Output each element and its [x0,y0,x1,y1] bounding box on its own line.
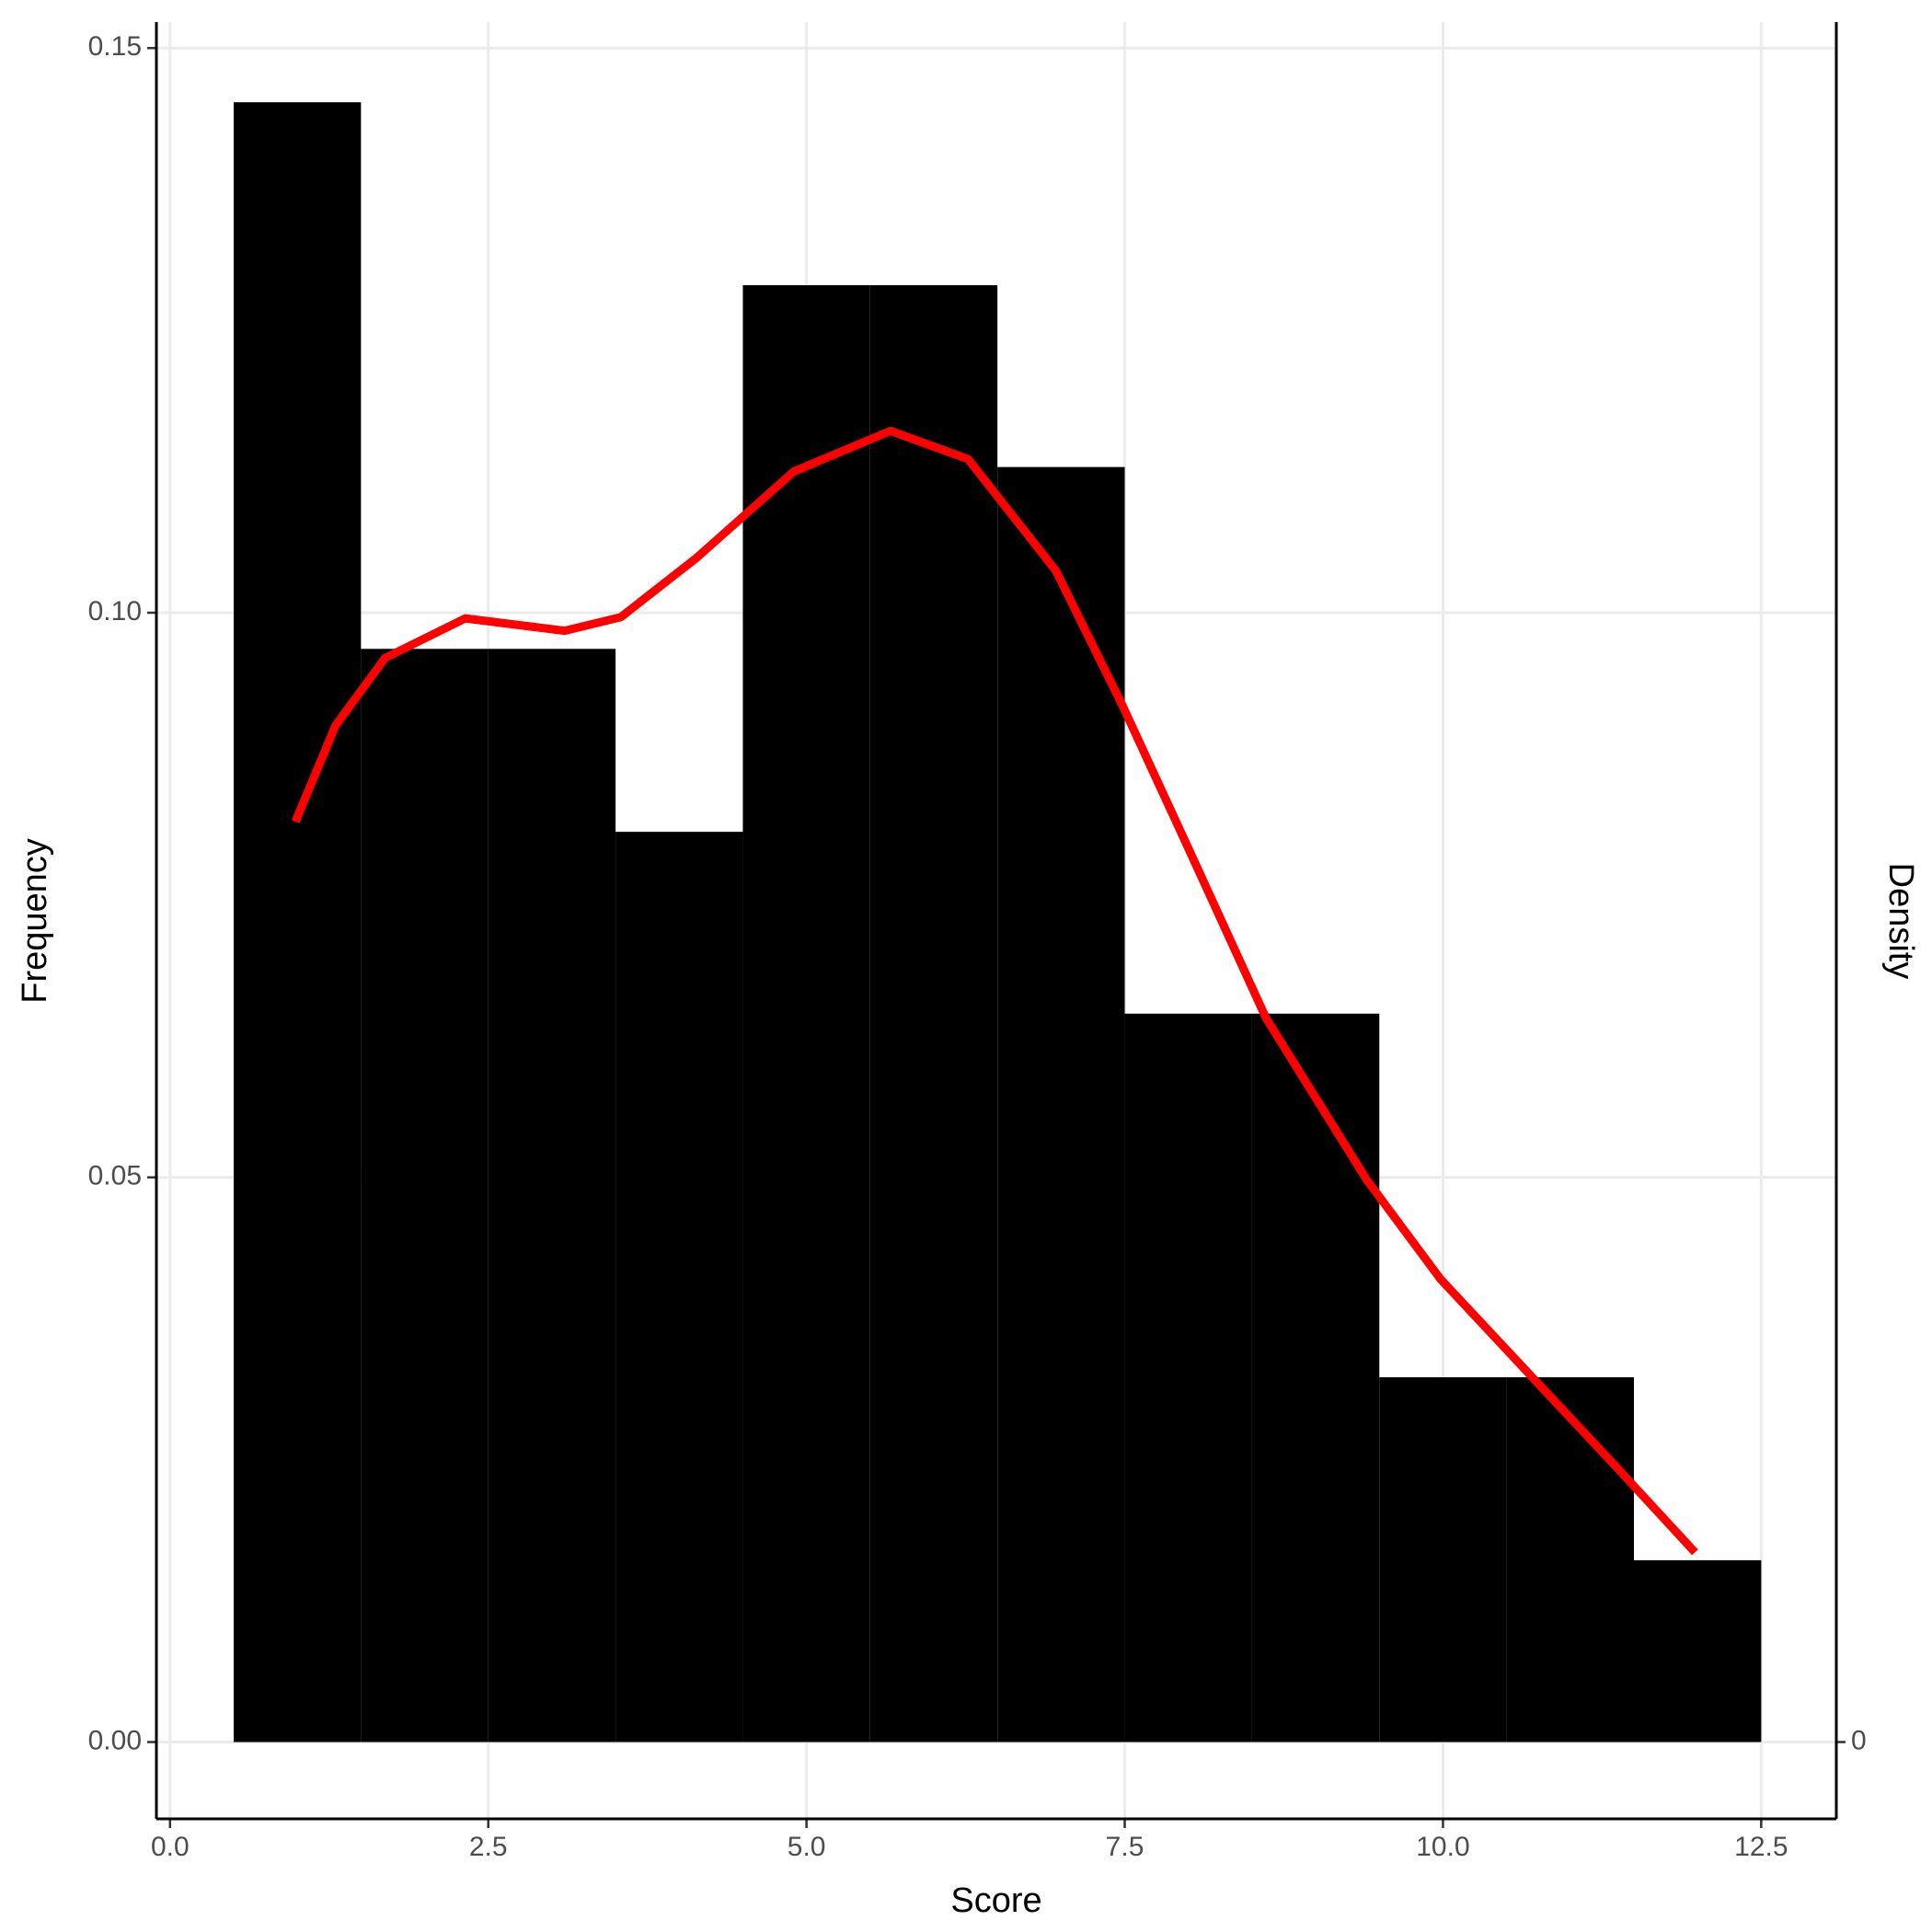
bar [361,649,489,1742]
x-tick-label: 5.0 [788,1832,826,1862]
bar [742,285,870,1742]
density-line [291,426,1698,1556]
bar [997,466,1125,1742]
x-tick-label: 7.5 [1106,1832,1144,1862]
y-tick-label: 0.05 [88,1161,142,1191]
x-tick-label: 0.0 [151,1832,190,1862]
x-tick-label: 2.5 [469,1832,508,1862]
y-axis-title: Frequency [16,838,54,1004]
y-tick-label: 0.15 [88,31,142,62]
y2-tick-label: 0 [1851,1725,1867,1755]
bar [1506,1377,1634,1742]
y-tick-label: 0.00 [88,1725,142,1755]
bar [1379,1377,1507,1742]
x-tick-label: 10.0 [1416,1832,1469,1862]
y2-axis-title: Density [1881,863,1920,980]
y-tick-label: 0.10 [88,596,142,627]
bar [869,285,998,1742]
bar [1634,1559,1762,1742]
bar [488,649,616,1742]
bar [615,832,743,1742]
bar [1251,1013,1380,1742]
x-axis-title: Score [950,1881,1041,1920]
x-tick-label: 12.5 [1734,1832,1788,1862]
bar [233,102,362,1742]
bar [1124,1013,1252,1742]
